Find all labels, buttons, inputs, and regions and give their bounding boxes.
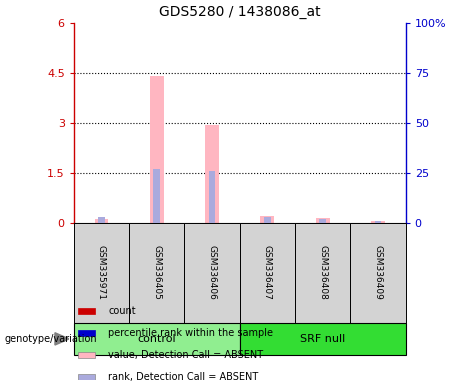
Bar bbox=[371, 221, 385, 223]
Bar bbox=[95, 219, 108, 223]
Bar bbox=[316, 218, 330, 223]
Title: GDS5280 / 1438086_at: GDS5280 / 1438086_at bbox=[159, 5, 320, 19]
Bar bbox=[240, 323, 406, 355]
Bar bbox=[319, 219, 326, 223]
Bar bbox=[350, 223, 406, 323]
Bar bbox=[78, 308, 95, 314]
Text: genotype/variation: genotype/variation bbox=[5, 334, 97, 344]
Text: GSM336407: GSM336407 bbox=[263, 245, 272, 300]
Bar bbox=[205, 125, 219, 223]
Bar bbox=[98, 217, 105, 223]
Bar bbox=[295, 223, 350, 323]
Text: GSM336406: GSM336406 bbox=[207, 245, 217, 300]
Bar bbox=[260, 216, 274, 223]
Text: GSM336409: GSM336409 bbox=[373, 245, 383, 300]
Text: count: count bbox=[108, 306, 136, 316]
Bar bbox=[375, 222, 381, 223]
Bar bbox=[129, 223, 184, 323]
Text: percentile rank within the sample: percentile rank within the sample bbox=[108, 328, 273, 338]
Bar bbox=[78, 374, 95, 380]
Text: SRF null: SRF null bbox=[300, 334, 345, 344]
Text: GSM336405: GSM336405 bbox=[152, 245, 161, 300]
Polygon shape bbox=[55, 333, 69, 345]
Bar bbox=[78, 352, 95, 358]
Bar bbox=[240, 223, 295, 323]
Bar bbox=[264, 217, 271, 223]
Text: GSM336408: GSM336408 bbox=[318, 245, 327, 300]
Text: rank, Detection Call = ABSENT: rank, Detection Call = ABSENT bbox=[108, 372, 259, 382]
Text: GSM335971: GSM335971 bbox=[97, 245, 106, 300]
Bar bbox=[74, 323, 240, 355]
Bar bbox=[74, 223, 129, 323]
Bar bbox=[184, 223, 240, 323]
Bar bbox=[209, 171, 215, 223]
Bar bbox=[154, 169, 160, 223]
Text: control: control bbox=[137, 334, 176, 344]
Bar bbox=[78, 330, 95, 336]
Text: value, Detection Call = ABSENT: value, Detection Call = ABSENT bbox=[108, 350, 263, 360]
Bar bbox=[150, 76, 164, 223]
